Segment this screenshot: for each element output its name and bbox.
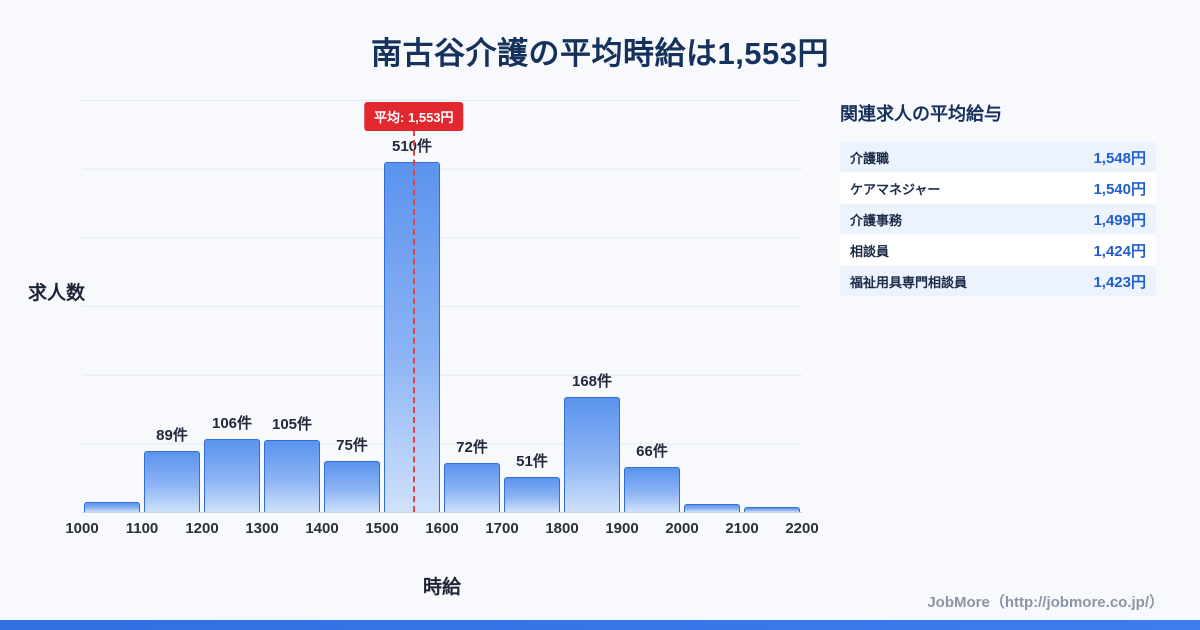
related-jobs-panel: 関連求人の平均給与 介護職 1,548円ケアマネジャー 1,540円介護事務 1,49… (840, 100, 1156, 296)
related-job-value: 1,548円 (1093, 149, 1146, 167)
x-tick-label: 2000 (665, 520, 699, 537)
related-job-row: 相談員 1,424円 (840, 235, 1156, 265)
histogram-bar (444, 462, 500, 512)
histogram-bar (204, 439, 260, 512)
x-tick-label: 1900 (605, 520, 639, 537)
bar-value-label: 75件 (336, 436, 368, 454)
x-tick-label: 1700 (485, 520, 519, 537)
x-tick-label: 1600 (425, 520, 459, 537)
page-title: 南古谷介護の平均時給は1,553円 (370, 36, 830, 71)
related-job-label: ケアマネジャー (850, 181, 941, 197)
plot-area: 平均: 1,553円 89件 106件 105件 75件 510件 72件 51件 168件 6… (82, 100, 802, 513)
bar-value-label: 66件 (636, 442, 668, 460)
related-job-value: 1,499円 (1093, 211, 1146, 229)
x-tick-label: 1100 (125, 520, 159, 537)
histogram-bar (744, 506, 800, 512)
bar-value-label: 105件 (271, 415, 313, 433)
histogram-bar (504, 477, 560, 512)
credit-text: JobMore（http://jobmore.co.jp/） (927, 594, 1164, 611)
related-job-value: 1,540円 (1093, 180, 1146, 198)
histogram-bar (84, 501, 140, 512)
related-job-label: 福祉用具専門相談員 (850, 274, 968, 290)
x-tick-label: 1500 (365, 520, 399, 537)
related-job-row: 介護職 1,548円 (840, 142, 1156, 172)
x-ticks: 1000 1100 1200 1300 1400 1500 1600 1700 1800 1900… (65, 520, 818, 540)
y-axis-label: 求人数 (28, 283, 86, 304)
x-tick-label: 1300 (245, 520, 279, 537)
related-job-row: ケアマネジャー 1,540円 (840, 173, 1156, 203)
histogram-bar (684, 503, 740, 512)
histogram-bar (324, 460, 380, 512)
x-axis-label: 時給 (422, 577, 461, 598)
related-job-value: 1,424円 (1093, 242, 1146, 260)
x-tick-label: 1000 (65, 520, 99, 537)
average-line (412, 130, 415, 512)
x-tick-label: 1800 (545, 520, 579, 537)
x-tick-label: 2200 (785, 520, 819, 537)
related-jobs-title: 関連求人の平均給与 (840, 104, 1002, 124)
related-job-row: 福祉用具専門相談員 1,423円 (840, 266, 1156, 296)
bottom-accent-bar (0, 620, 1200, 630)
x-tick-label: 2100 (725, 520, 759, 537)
related-job-value: 1,423円 (1093, 273, 1146, 291)
bar-value-label: 51件 (516, 453, 548, 470)
average-badge: 平均: 1,553円 (364, 102, 464, 131)
related-job-label: 介護事務 (850, 212, 903, 228)
histogram-bar (384, 162, 440, 512)
histogram-bar (144, 450, 200, 512)
related-job-label: 相談員 (850, 243, 890, 259)
bar-value-label: 106件 (211, 415, 253, 433)
bar-value-label: 89件 (156, 426, 188, 444)
bar-value-label: 168件 (571, 372, 613, 390)
related-jobs-list: 介護職 1,548円ケアマネジャー 1,540円介護事務 1,499円相談員 1,424… (840, 142, 1156, 296)
x-tick-label: 1200 (185, 520, 219, 537)
related-job-label: 介護職 (850, 150, 890, 166)
histogram-bar (624, 466, 680, 512)
related-job-row: 介護事務 1,499円 (840, 204, 1156, 234)
x-tick-label: 1400 (305, 520, 339, 537)
histogram-bar (564, 396, 620, 512)
bar-value-label: 72件 (456, 438, 488, 456)
bar-value-label: 510件 (391, 138, 433, 155)
histogram-bar (264, 439, 320, 512)
